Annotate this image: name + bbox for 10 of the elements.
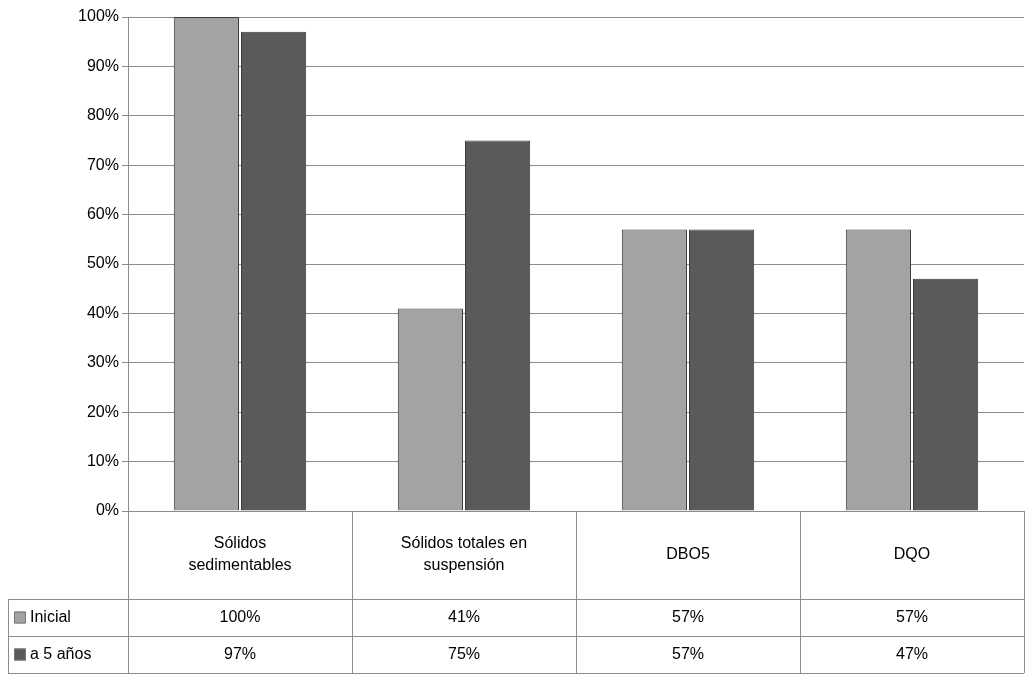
y-tick-label: 60% [86, 205, 119, 223]
y-tick-label: 30% [86, 353, 119, 371]
y-tick-label: 90% [86, 56, 119, 74]
y-tick-label: 50% [86, 254, 119, 272]
y-tick-label: 70% [86, 155, 119, 173]
y-tick-label: 10% [86, 452, 119, 470]
y-tick-label: 100% [78, 7, 119, 25]
y-tick-label: 40% [86, 303, 119, 321]
y-tick-label: 80% [86, 106, 119, 124]
y-tick-label: 20% [86, 402, 119, 420]
